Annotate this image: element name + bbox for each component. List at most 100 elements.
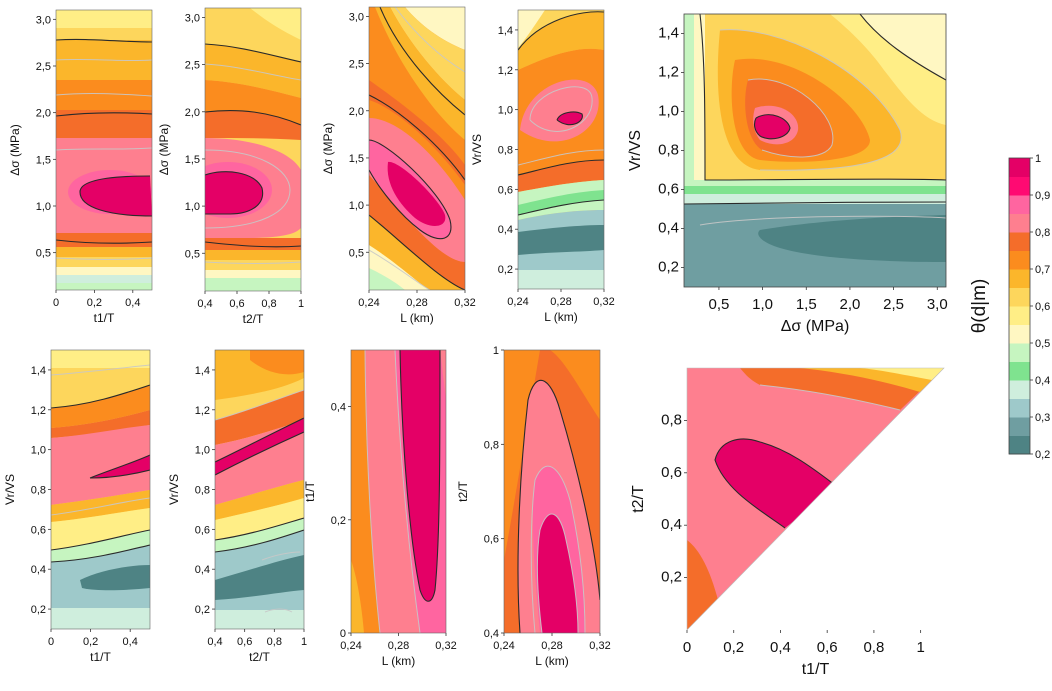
p5-xtick-label: 3,0 xyxy=(927,296,948,313)
p10-xtick-label: 0,6 xyxy=(817,639,838,656)
colorbar-tick-label: 1 xyxy=(1035,153,1041,165)
colorbar-swatch xyxy=(1009,250,1030,270)
p2-ytick-label: 0,5 xyxy=(185,248,200,260)
p3-xtick-label: 0,32 xyxy=(454,297,475,309)
p5-ylabel: Vr/VS xyxy=(627,130,644,171)
p10-ylabel: t2/T xyxy=(630,485,647,513)
p1-ytick-label: 3,0 xyxy=(36,14,51,26)
p9-axes: 0,24 0,28 0,32 0,4 0,6 0,8 1 L (km) t2/T xyxy=(456,345,611,668)
colorbar-tick-label: 0,5 xyxy=(1035,338,1050,350)
p7-peak-region xyxy=(215,418,304,475)
p5-xlabel: Δσ (MPa) xyxy=(781,318,850,335)
p5-ytick-label: 0,6 xyxy=(658,181,679,198)
p7-ytick-label: 0,4 xyxy=(195,564,210,576)
p9-xtick-label: 0,24 xyxy=(493,640,514,652)
p1-ytick-label: 2,5 xyxy=(36,61,51,73)
colorbar-ticks: 0,2 0,3 0,4 0,5 0,6 0,7 0,8 0,9 1 xyxy=(1030,153,1050,461)
p8-peak-region xyxy=(400,350,440,602)
p4-ytick-label: 0,4 xyxy=(498,224,513,236)
p2-ytick-label: 2,0 xyxy=(185,107,200,119)
p10-xlabel: t1/T xyxy=(802,661,830,678)
colorbar-swatch xyxy=(1009,213,1030,233)
p5-ytick-label: 1,0 xyxy=(658,103,679,120)
p7-ytick-label: 1,2 xyxy=(195,405,210,417)
p2-peak-region xyxy=(205,171,263,214)
p6-ytick-label: 1,2 xyxy=(31,405,46,417)
p4-ytick-label: 0,6 xyxy=(498,184,513,196)
p9-xtick-label: 0,32 xyxy=(589,640,610,652)
panel-2 xyxy=(204,7,302,292)
p6-ytick-label: 1,0 xyxy=(31,445,46,457)
p6-xtick-label: 0 xyxy=(48,636,54,648)
p9-xtick-label: 0,28 xyxy=(541,640,562,652)
p6-ytick-label: 1,4 xyxy=(31,365,46,377)
p7-ytick-label: 1,4 xyxy=(195,365,210,377)
panel-10 xyxy=(686,367,945,631)
p3-peak-region xyxy=(387,161,446,226)
p8-xtick-label: 0,24 xyxy=(340,640,361,652)
colorbar-swatch xyxy=(1009,398,1030,418)
p7-xtick-label: 0,4 xyxy=(207,636,222,648)
p3-axes: 0,24 0,28 0,32 0,5 1,0 1,5 2,0 2,5 3,0 L (km) Δσ (… xyxy=(321,11,476,325)
p5-axes: 0,5 1,0 1,5 2,0 2,5 3,0 0,2 0,4 0,6 0,8 1,0 1,2 1,4 Δ… xyxy=(627,25,948,336)
p6-xtick-label: 0,4 xyxy=(123,636,138,648)
p6-xtick-label: 0,2 xyxy=(83,636,98,648)
p6-peak-region xyxy=(90,455,150,478)
colorbar-swatch xyxy=(1009,435,1030,455)
p5-ytick-label: 1,2 xyxy=(658,64,679,81)
p3-xtick-label: 0,28 xyxy=(406,297,427,309)
p7-ylabel: Vr/VS xyxy=(167,474,181,505)
axes-layer: 0 0,2 0,4 0,5 1,0 1,5 2,0 2,5 3,0 t1/T Δσ (MPa) 0,4… xyxy=(3,11,948,678)
p2-ylabel: Δσ (MPa) xyxy=(157,124,171,175)
p1-ytick-label: 1,0 xyxy=(36,201,51,213)
p6-ylabel: Vr/VS xyxy=(3,474,17,505)
colorbar-swatch xyxy=(1009,158,1030,177)
p7-ytick-label: 0,6 xyxy=(195,524,210,536)
colorbar-tick-label: 0,3 xyxy=(1035,412,1050,424)
colorbar-swatch xyxy=(1009,306,1030,325)
p10-xtick-label: 0,8 xyxy=(863,639,884,656)
p6-axes: 0 0,2 0,4 0,2 0,4 0,6 0,8 1,0 1,2 1,4 t1/T Vr/VS xyxy=(3,365,138,664)
p5-xtick-label: 0,5 xyxy=(709,296,730,313)
panel-9 xyxy=(503,349,601,634)
colorbar-tick-label: 0,7 xyxy=(1035,264,1050,276)
p6-ytick-label: 0,8 xyxy=(31,485,46,497)
p4-xtick-label: 0,24 xyxy=(507,296,528,308)
colorbar-swatch xyxy=(1009,361,1030,381)
p5-xtick-label: 1,5 xyxy=(796,296,817,313)
p2-ytick-label: 3,0 xyxy=(185,12,200,24)
p1-xtick-label: 0,4 xyxy=(125,297,140,309)
p10-peak-region xyxy=(715,439,835,528)
colorbar-tick-label: 0,8 xyxy=(1035,227,1050,239)
colorbar-swatch xyxy=(1009,417,1030,436)
p9-ytick-label: 0,6 xyxy=(484,534,499,546)
p3-xtick-label: 0,24 xyxy=(358,297,379,309)
p8-xlabel: L (km) xyxy=(382,654,416,668)
p9-ytick-label: 0,4 xyxy=(484,628,499,640)
p7-axes: 0,4 0,6 0,8 1 0,2 0,4 0,6 0,8 1,0 1,2 1,4 t2/T Vr/VS xyxy=(167,365,307,664)
p5-xtick-label: 2,5 xyxy=(883,296,904,313)
colorbar-tick-label: 0,9 xyxy=(1035,190,1050,202)
p8-xtick-label: 0,28 xyxy=(388,640,409,652)
p1-axes: 0 0,2 0,4 0,5 1,0 1,5 2,0 2,5 3,0 t1/T Δσ (MPa) xyxy=(8,14,140,325)
p4-ylabel: Vr/VS xyxy=(470,134,484,165)
colorbar-swatch xyxy=(1009,176,1030,196)
p4-ytick-label: 0,8 xyxy=(498,145,513,157)
colorbar-swatch xyxy=(1009,232,1030,251)
p3-ylabel: Δσ (MPa) xyxy=(321,123,335,174)
p2-xtick-label: 0,6 xyxy=(229,298,244,310)
p3-ytick-label: 0,5 xyxy=(349,247,364,259)
panel-4 xyxy=(517,9,605,290)
p2-xtick-label: 0,8 xyxy=(261,298,276,310)
p10-ytick-label: 0,4 xyxy=(661,516,682,533)
p2-axes: 0,4 0,6 0,8 1 0,5 1,0 1,5 2,0 2,5 3,0 t2/T Δσ (MPa) xyxy=(157,12,304,326)
p5-ytick-label: 0,8 xyxy=(658,142,679,159)
p9-ytick-label: 0,8 xyxy=(484,439,499,451)
p4-ytick-label: 1,2 xyxy=(498,65,513,77)
p5-ytick-label: 1,4 xyxy=(658,25,679,42)
p1-ytick-label: 1,5 xyxy=(36,154,51,166)
p3-ytick-label: 1,5 xyxy=(349,153,364,165)
p7-xtick-label: 0,6 xyxy=(237,636,252,648)
p1-xtick-label: 0 xyxy=(53,297,59,309)
p4-xtick-label: 0,32 xyxy=(593,296,614,308)
